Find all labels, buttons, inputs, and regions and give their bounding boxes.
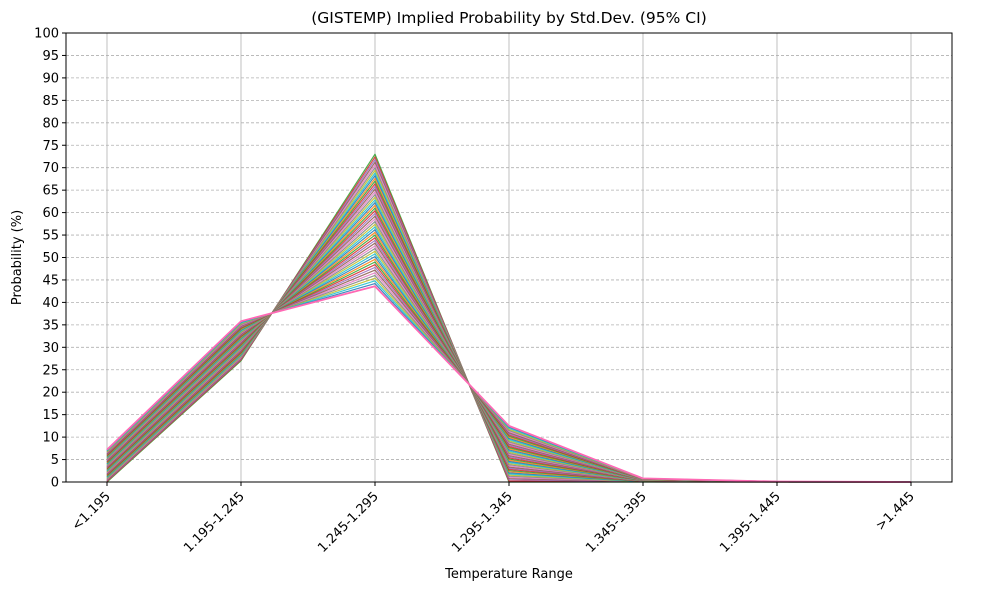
x-tick-label: 1.245-1.295 bbox=[315, 489, 382, 556]
x-axis-title: Temperature Range bbox=[444, 567, 573, 582]
y-tick-label: 55 bbox=[42, 229, 59, 244]
x-tick-label: 1.345-1.395 bbox=[583, 489, 650, 556]
y-axis-title: Probability (%) bbox=[10, 210, 25, 305]
y-tick-label: 45 bbox=[42, 273, 59, 288]
x-tick-label: 1.395-1.445 bbox=[717, 489, 784, 556]
y-tick-label: 10 bbox=[42, 431, 59, 446]
x-tick-label: 1.195-1.245 bbox=[181, 489, 248, 556]
grid-layer bbox=[66, 32, 952, 483]
chart-title: (GISTEMP) Implied Probability by Std.Dev… bbox=[311, 9, 707, 27]
tick-layer: 0 5 10 15 20 25 30 35 40 45 50 55 60 65 70 75 80 85 90 95 10… bbox=[34, 27, 918, 556]
y-tick-label: 50 bbox=[42, 251, 59, 266]
y-tick-label: 20 bbox=[42, 386, 59, 401]
y-tick-label: 35 bbox=[42, 318, 59, 333]
y-tick-label: 75 bbox=[42, 139, 59, 154]
y-tick-label: 95 bbox=[42, 49, 59, 64]
y-tick-label: 65 bbox=[42, 184, 59, 199]
y-tick-label: 0 bbox=[51, 476, 59, 491]
y-tick-label: 100 bbox=[34, 27, 59, 42]
x-tick-label: <1.195 bbox=[69, 489, 114, 534]
y-tick-label: 40 bbox=[42, 296, 59, 311]
y-tick-label: 90 bbox=[42, 71, 59, 86]
y-tick-label: 30 bbox=[42, 341, 59, 356]
x-tick-label: 1.295-1.345 bbox=[449, 489, 516, 556]
y-tick-label: 80 bbox=[42, 116, 59, 131]
y-tick-label: 85 bbox=[42, 94, 59, 109]
y-tick-label: 70 bbox=[42, 161, 59, 176]
y-tick-label: 5 bbox=[51, 453, 59, 468]
x-tick-label: >1.445 bbox=[873, 489, 918, 534]
y-tick-label: 15 bbox=[42, 408, 59, 423]
y-tick-label: 60 bbox=[42, 206, 59, 221]
y-tick-label: 25 bbox=[42, 363, 59, 378]
